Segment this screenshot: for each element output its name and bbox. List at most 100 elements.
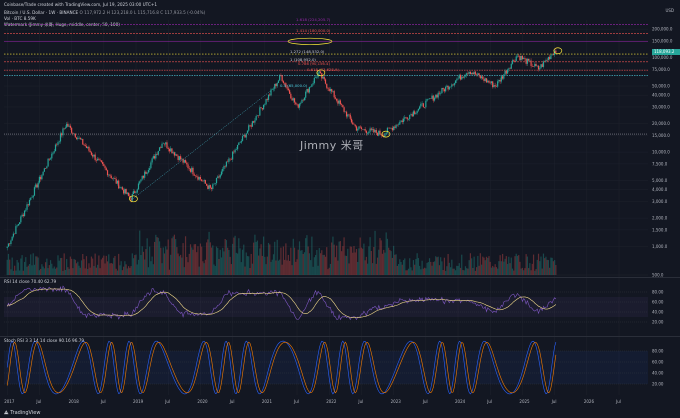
candle-body [555,50,557,53]
candle-body [436,94,438,98]
volume-bar [131,253,133,275]
candle-body [106,170,109,176]
volume-bar [123,266,125,275]
volume-bar [259,248,261,275]
candle-body [518,55,520,57]
candle-body [150,162,152,169]
volume-bar [106,261,109,275]
x-axis-label: 2026 [584,399,595,404]
candle-body [414,111,416,114]
candle-body [82,138,84,145]
volume-bar [352,252,354,275]
volume-bar [243,244,245,275]
x-axis-label: 2019 [133,399,144,404]
candle-body [181,158,183,160]
volume-bar [170,254,172,275]
candle-body [353,124,355,125]
pane-divider-stoch[interactable] [0,336,680,337]
candle-body [152,156,154,159]
volume-bar [369,237,371,275]
volume-bar [354,252,356,275]
candle-body [184,160,187,163]
candle-body [253,121,255,123]
volume-bar [183,267,185,275]
candle-body [495,86,498,87]
volume-bar [193,244,195,275]
volume-bar [440,257,442,275]
candle-body [291,98,293,101]
candle-body [136,189,138,193]
volume-bar [305,238,307,275]
candle-body [22,214,24,217]
volume-bar [365,256,367,275]
volume-bar [459,267,462,275]
candle-body [292,98,294,101]
volume-bar [17,262,19,275]
volume-bar [427,262,429,275]
candle-body [31,197,33,198]
candle-body [230,159,232,160]
candle-body [545,59,547,62]
volume-bar [71,258,73,275]
candle-body [73,133,75,134]
symbol-line[interactable]: Bitcoin / U.S. Dollar · 1W · BINANCE O 1… [4,10,205,15]
candle-body [322,76,324,79]
volume-bar [40,268,42,275]
candle-body [165,142,167,145]
candle-body [171,148,173,154]
volume-bar [312,266,314,275]
volume-bar [425,268,427,275]
candle-body [176,154,178,156]
volume-bar [254,234,256,275]
volume-bar [47,268,49,275]
volume-bar [437,256,439,275]
volume-bar [500,261,502,275]
volume-bar [110,262,112,275]
candle-body [521,55,524,60]
volume-bar [126,268,128,275]
volume-bar [35,256,37,275]
volume-bar [202,261,204,275]
candle-body [490,81,493,84]
volume-bar [161,263,163,275]
candle-body [468,71,470,74]
volume-bar [431,265,433,275]
volume-bar [284,259,286,275]
pane-divider-rsi[interactable] [0,277,680,278]
candle-body [504,70,506,75]
volume-bar [531,263,533,275]
volume-bar [215,246,218,275]
volume-bar [144,259,146,275]
volume-bar [212,245,214,275]
x-axis-label: 2024 [455,399,466,404]
x-axis-label: 2017 [4,399,15,404]
candle-body [552,54,554,55]
volume-bar [197,246,199,275]
volume-bar [462,269,464,275]
volume-bar [282,246,284,275]
candle-body [519,55,521,61]
volume-bar [430,261,432,275]
volume-bar [375,263,377,275]
candle-body [98,158,100,160]
candle-body [384,133,386,137]
volume-bar [150,261,152,275]
volume-bar [503,261,505,275]
volume-bar [118,253,120,275]
volume-bar [58,260,60,275]
candle-body [158,147,161,151]
candle-body [126,192,128,194]
x-axis-label: Jul [164,399,170,404]
stoch-d-line [6,341,557,394]
candle-body [525,58,527,64]
candle-body [286,87,288,89]
volume-bar [358,248,360,275]
volume-bar [293,247,296,275]
volume-bar [445,270,447,275]
volume-bar [160,247,162,275]
volume-bar [177,253,179,275]
volume-bar [79,267,81,275]
volume-bar [546,259,548,275]
volume-bar [255,241,257,275]
